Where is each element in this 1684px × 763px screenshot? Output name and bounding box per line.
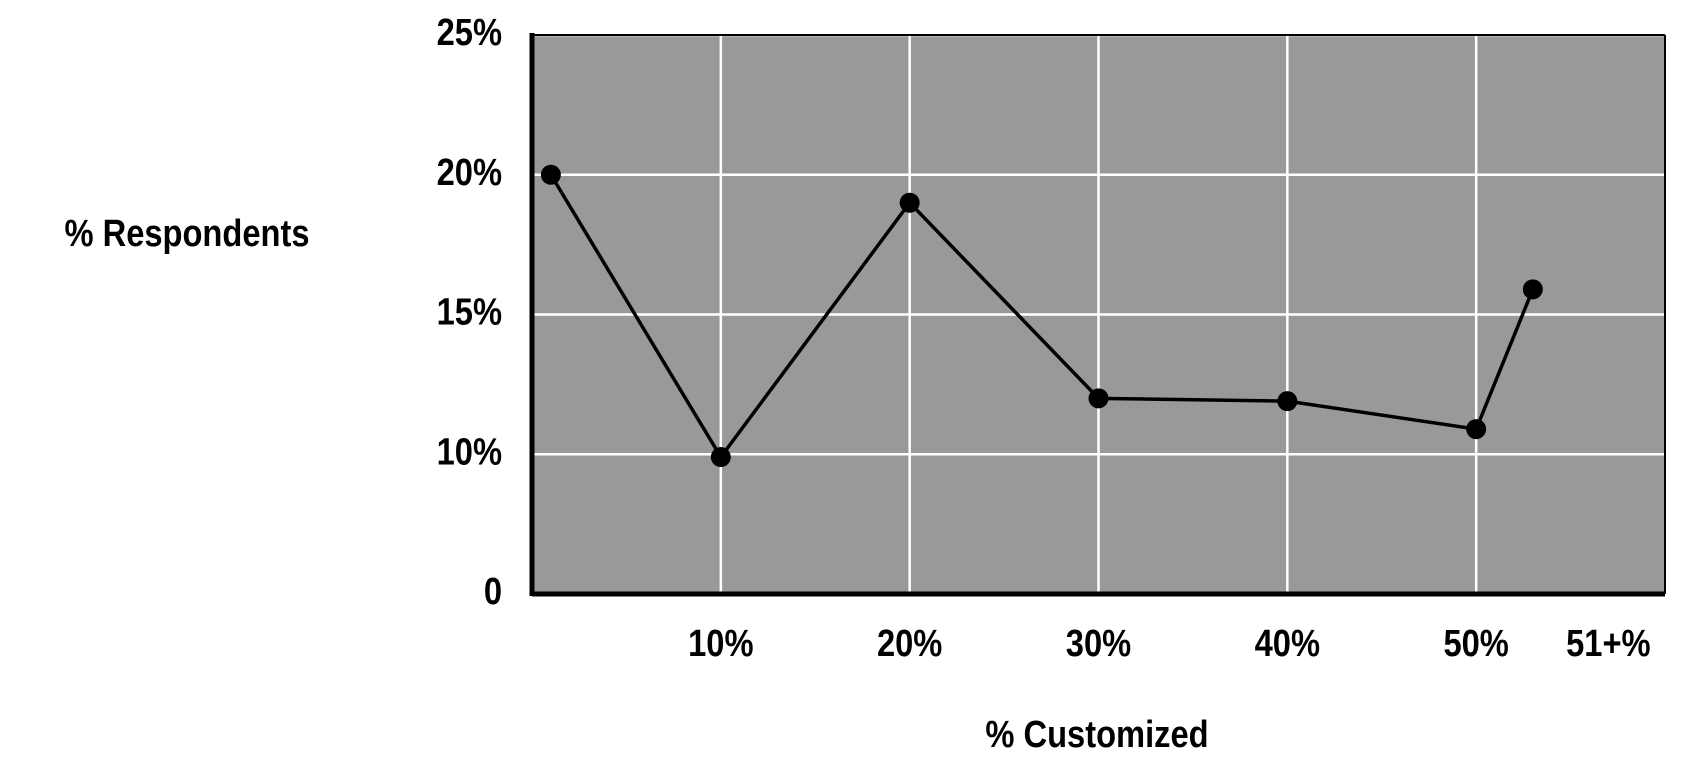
y-tick-label: 10% xyxy=(437,430,502,473)
y-tick-label: 20% xyxy=(437,150,502,193)
x-tick-label: 20% xyxy=(877,622,942,665)
y-axis-label: % Respondents xyxy=(64,212,309,255)
marker xyxy=(1466,419,1487,440)
marker xyxy=(1522,279,1543,300)
x-tick-label: 50% xyxy=(1443,622,1508,665)
marker xyxy=(540,164,561,185)
x-tick-label: 30% xyxy=(1066,622,1131,665)
marker xyxy=(899,192,920,213)
y-tick-label: 0 xyxy=(484,570,502,613)
x-axis-label: % Customized xyxy=(985,713,1208,756)
y-tick-label: 25% xyxy=(437,11,502,54)
marker xyxy=(1088,388,1109,409)
x-tick-label: 10% xyxy=(688,622,753,665)
marker xyxy=(710,447,731,468)
x-tick-label: 40% xyxy=(1255,622,1320,665)
marker xyxy=(1277,391,1298,412)
y-tick-label: 15% xyxy=(437,290,502,333)
x-tick-label: 51+% xyxy=(1566,622,1650,665)
